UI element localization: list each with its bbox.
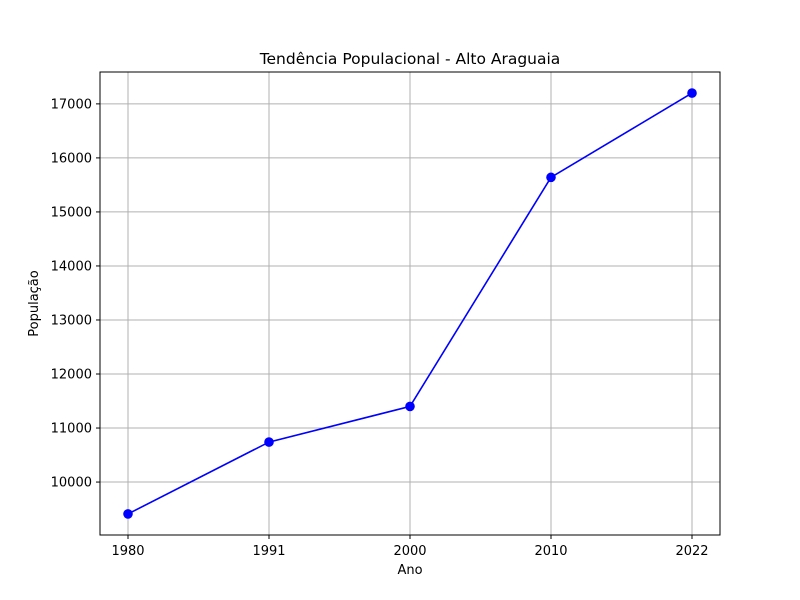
x-tick-label: 2010 xyxy=(534,544,567,559)
x-tick-label: 1980 xyxy=(111,544,144,559)
y-axis-label: População xyxy=(27,270,42,337)
grid xyxy=(100,72,720,535)
ticks: 1980 1991 2000 2010 2022 10000 11000 12000 13000… xyxy=(51,97,709,559)
y-tick-label: 13000 xyxy=(51,313,92,328)
y-tick-label: 14000 xyxy=(51,259,92,274)
data-point xyxy=(405,401,415,412)
data-point xyxy=(546,172,556,183)
y-tick-label: 12000 xyxy=(51,368,92,383)
y-tick-label: 10000 xyxy=(51,476,92,491)
data-point xyxy=(687,88,697,98)
x-axis-label: Ano xyxy=(397,563,422,578)
y-tick-label: 17000 xyxy=(51,97,92,112)
y-tick-label: 11000 xyxy=(51,422,92,437)
x-tick-label: 2000 xyxy=(393,544,426,559)
data-point xyxy=(123,509,133,519)
series-layer xyxy=(123,88,697,519)
x-tick-label: 1991 xyxy=(252,544,285,559)
y-tick-label: 15000 xyxy=(51,205,92,220)
y-tick-label: 16000 xyxy=(51,151,92,166)
data-point xyxy=(264,437,274,447)
x-tick-label: 2022 xyxy=(675,544,708,559)
chart-title: Tendência Populacional - Alto Araguaia xyxy=(259,50,561,68)
